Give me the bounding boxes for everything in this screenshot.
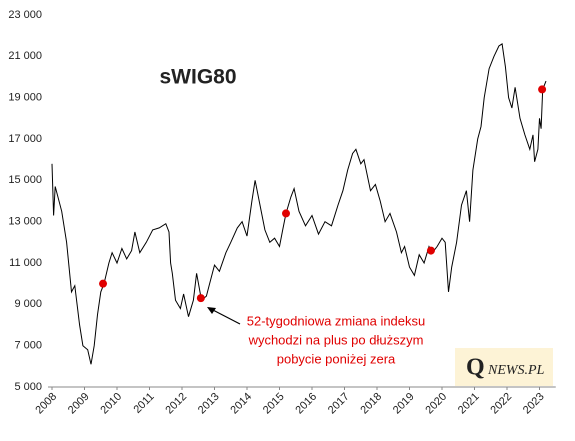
x-tick-label: 2021: [456, 391, 482, 417]
y-tick-label: 23 000: [8, 9, 42, 21]
marker: [99, 279, 108, 288]
y-tick-label: 17 000: [8, 133, 42, 145]
x-tick-label: 2011: [131, 391, 156, 416]
chart-title: sWIG80: [159, 66, 236, 89]
arrow: [210, 308, 241, 325]
logo: NEWS.PL: [487, 363, 545, 378]
arrow-head: [207, 307, 216, 314]
x-tick-label: 2018: [358, 391, 384, 417]
y-tick-label: 21 000: [8, 50, 42, 62]
annotation: pobycie poniżej zera: [277, 351, 396, 366]
x-tick-label: 2015: [261, 391, 287, 417]
marker: [538, 85, 547, 94]
y-tick-label: 9 000: [14, 298, 42, 310]
y-tick-label: 13 000: [8, 216, 42, 228]
y-tick-label: 19 000: [8, 92, 42, 104]
x-tick-label: 2017: [326, 391, 352, 417]
x-tick-label: 2010: [98, 391, 124, 417]
price-line: [51, 43, 547, 365]
x-tick-label: 2013: [196, 391, 222, 417]
y-tick-label: 15 000: [8, 174, 42, 186]
x-tick-label: 2008: [33, 391, 59, 417]
marker: [196, 294, 205, 303]
x-tick-label: 2016: [293, 391, 319, 417]
logo: Q: [466, 355, 485, 381]
x-tick-label: 2019: [391, 391, 417, 417]
annotation: wychodzi na plus po dłuższym: [248, 332, 424, 347]
x-tick-label: 2012: [163, 391, 189, 417]
y-tick-label: 11 000: [9, 257, 42, 269]
marker: [282, 209, 290, 218]
logo-box: [455, 348, 553, 386]
annotation: 52-tygodniowa zmiana indeksu: [247, 313, 426, 328]
y-tick-label: 7 000: [14, 340, 42, 352]
x-tick-label: 2022: [488, 391, 514, 417]
x-tick-label: 2020: [423, 391, 449, 417]
x-tick-label: 2023: [521, 391, 547, 417]
x-tick-label: 2009: [66, 391, 92, 417]
y-tick-label: 5 000: [14, 381, 42, 393]
x-tick-label: 2014: [228, 391, 254, 417]
marker: [426, 246, 435, 255]
